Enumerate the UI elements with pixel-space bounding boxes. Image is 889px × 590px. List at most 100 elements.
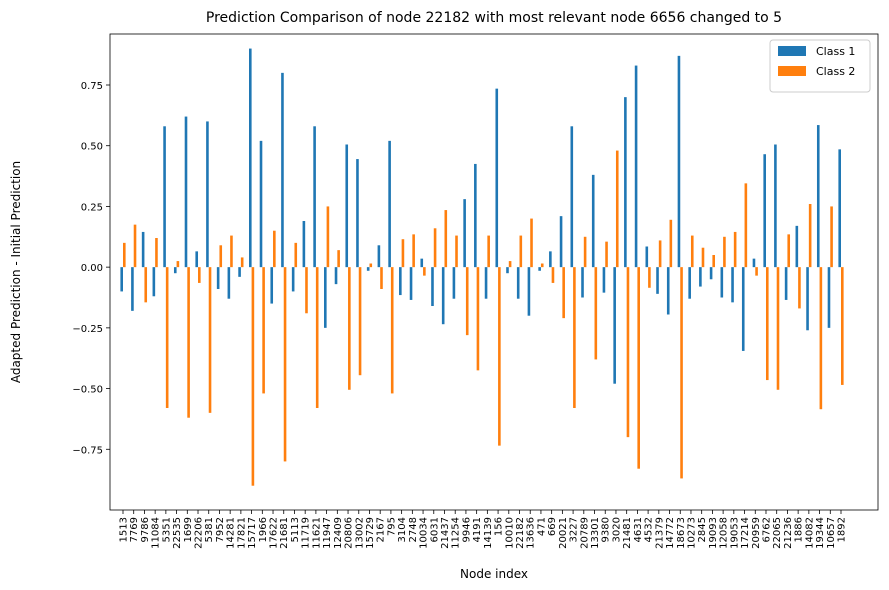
bar-class2-12409 bbox=[337, 250, 340, 268]
bar-class1-1513 bbox=[120, 267, 123, 292]
x-tick-label: 14082 bbox=[804, 517, 815, 549]
bar-class1-10273 bbox=[688, 267, 691, 299]
bar-class2-5381 bbox=[208, 267, 212, 413]
x-tick-label: 11254 bbox=[451, 517, 462, 549]
bar-class1-3227 bbox=[570, 126, 574, 268]
bar-class1-669 bbox=[549, 251, 552, 268]
bar-class2-6031 bbox=[433, 228, 437, 268]
bar-class1-10657 bbox=[827, 267, 831, 328]
x-tick-label: 17821 bbox=[236, 517, 247, 549]
bar-class1-22206 bbox=[195, 251, 199, 268]
x-ticks-layer: 1513 7769 9786 11084 5351 22535 1699 22206 5381 7… bbox=[119, 510, 848, 549]
bar-class2-11254 bbox=[455, 235, 458, 268]
y-tick-label: 0.00 bbox=[81, 263, 103, 274]
bar-class2-22182 bbox=[519, 235, 523, 268]
bar-class2-4631 bbox=[637, 267, 640, 469]
bar-class2-13301 bbox=[594, 267, 598, 360]
x-tick-label: 21236 bbox=[783, 517, 794, 549]
bar-class2-3227 bbox=[573, 267, 576, 408]
bar-class1-9380 bbox=[602, 267, 606, 293]
bar-class1-17821 bbox=[238, 267, 241, 277]
bar-class1-4532 bbox=[645, 246, 649, 268]
bar-class1-17214 bbox=[741, 267, 745, 351]
x-tick-label: 7769 bbox=[129, 517, 140, 542]
x-tick-label: 22535 bbox=[172, 517, 183, 549]
x-tick-label: 15717 bbox=[247, 517, 258, 549]
x-tick-label: 19053 bbox=[729, 517, 740, 549]
bar-class2-1699 bbox=[187, 267, 190, 418]
bar-class1-795 bbox=[388, 140, 391, 268]
bar-class2-156 bbox=[498, 267, 501, 446]
x-tick-label: 19093 bbox=[708, 517, 719, 549]
legend-label-class1: Class 1 bbox=[816, 45, 855, 58]
bar-class2-14281 bbox=[230, 235, 233, 268]
bar-class2-15717 bbox=[251, 267, 255, 486]
x-tick-label: 1513 bbox=[119, 517, 130, 542]
x-tick-label: 1699 bbox=[183, 517, 194, 542]
bar-class1-1699 bbox=[184, 116, 188, 268]
bar-class1-10010 bbox=[506, 267, 509, 274]
x-tick-label: 22182 bbox=[515, 517, 526, 549]
x-tick-label: 9786 bbox=[140, 517, 151, 542]
bar-class2-22535 bbox=[176, 261, 180, 268]
x-tick-label: 21681 bbox=[279, 517, 290, 549]
x-tick-label: 1886 bbox=[794, 517, 805, 542]
bar-class1-1886 bbox=[795, 225, 799, 268]
x-tick-label: 12058 bbox=[719, 517, 730, 549]
bar-class2-471 bbox=[540, 263, 544, 268]
x-tick-label: 22065 bbox=[772, 517, 783, 549]
x-tick-label: 10010 bbox=[504, 517, 515, 549]
bar-class1-15729 bbox=[366, 267, 370, 271]
x-tick-label: 1966 bbox=[258, 517, 269, 542]
bar-class2-9786 bbox=[144, 267, 148, 303]
bar-class2-21379 bbox=[658, 240, 662, 268]
y-tick-label: 0.75 bbox=[81, 81, 103, 92]
bar-class2-11621 bbox=[315, 267, 319, 408]
bars-layer bbox=[120, 48, 844, 486]
x-tick-label: 2167 bbox=[376, 517, 387, 542]
bar-class1-4191 bbox=[474, 163, 477, 268]
x-tick-label: 18673 bbox=[676, 517, 687, 549]
bar-class2-17214 bbox=[744, 183, 748, 268]
bar-class1-156 bbox=[495, 88, 499, 268]
x-tick-label: 6031 bbox=[429, 517, 440, 542]
bar-class2-669 bbox=[551, 267, 555, 283]
x-tick-label: 19344 bbox=[815, 517, 826, 549]
bar-class1-20789 bbox=[581, 267, 584, 298]
bar-class1-14281 bbox=[227, 267, 231, 299]
bar-class1-5113 bbox=[291, 267, 295, 292]
x-tick-label: 3020 bbox=[611, 517, 622, 542]
bar-class1-9946 bbox=[463, 199, 466, 268]
x-tick-label: 13636 bbox=[526, 517, 537, 549]
x-tick-label: 20789 bbox=[579, 517, 590, 549]
x-tick-label: 12409 bbox=[333, 517, 344, 549]
x-tick-label: 22206 bbox=[194, 517, 205, 549]
bar-class1-6031 bbox=[431, 267, 434, 306]
x-tick-label: 471 bbox=[536, 517, 547, 536]
x-tick-label: 9946 bbox=[461, 517, 472, 542]
bar-class2-21236 bbox=[787, 234, 791, 268]
x-tick-label: 3104 bbox=[397, 517, 408, 542]
bar-class2-7952 bbox=[219, 245, 223, 268]
legend-label-class2: Class 2 bbox=[816, 65, 855, 78]
y-ticks-layer: −0.75 −0.50 −0.25 0.00 0.25 0.50 0.75 bbox=[72, 81, 110, 456]
x-tick-label: 11621 bbox=[311, 517, 322, 549]
bar-class1-471 bbox=[538, 267, 541, 271]
bar-class2-10273 bbox=[690, 235, 694, 268]
bar-class1-7952 bbox=[216, 267, 220, 289]
bar-class1-13002 bbox=[356, 159, 359, 268]
bar-class1-13636 bbox=[527, 267, 531, 316]
y-tick-label: −0.25 bbox=[72, 324, 103, 335]
x-tick-label: 17622 bbox=[269, 517, 280, 549]
bar-class2-1966 bbox=[262, 267, 265, 394]
bar-class2-19093 bbox=[712, 255, 715, 268]
x-tick-label: 4631 bbox=[633, 517, 644, 542]
bar-class2-12058 bbox=[723, 236, 726, 268]
bar-class2-5351 bbox=[165, 267, 169, 408]
bar-class1-14139 bbox=[484, 267, 488, 299]
bar-class2-4532 bbox=[648, 267, 651, 288]
bar-class2-20021 bbox=[562, 267, 565, 319]
legend-swatch-class1 bbox=[778, 46, 806, 56]
x-tick-label: 3227 bbox=[569, 517, 580, 542]
bar-class1-17622 bbox=[270, 267, 274, 304]
